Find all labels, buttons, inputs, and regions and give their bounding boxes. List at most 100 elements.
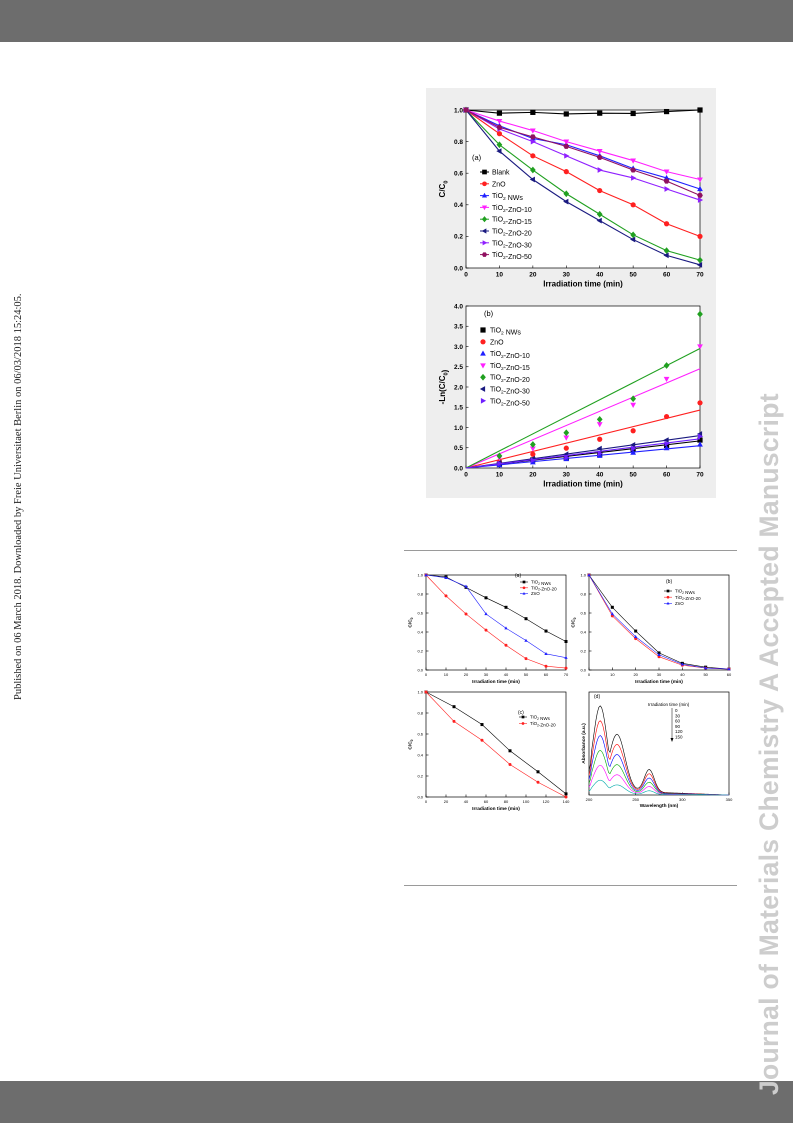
data-point (544, 664, 548, 668)
x-tick-label: 60 (544, 672, 549, 677)
legend-marker (481, 205, 488, 211)
panel-label: (b) (666, 579, 672, 585)
y-tick-label: 2.5 (454, 364, 463, 371)
series-2 (424, 573, 568, 659)
data-point (530, 109, 536, 115)
y-tick-label: 1.5 (454, 405, 463, 412)
fit-line (465, 445, 701, 469)
x-tick-label: 60 (484, 799, 489, 804)
chart-fig-s-a: 0 10 20 30 40 50 60 70 0.0 0.2 0.4 0.6 0.8 1.0 Irradia… (408, 572, 569, 684)
legend-marker (522, 580, 526, 584)
data-point (663, 252, 669, 259)
data-point (564, 792, 568, 796)
series-line (425, 691, 567, 798)
data-point (530, 457, 536, 464)
x-axis-label: Wavelength (nm) (640, 803, 679, 809)
chart-fig-a: 0 10 20 30 40 50 60 70 0.0 0.2 0.4 0.6 0.8 1.0 Irradia… (426, 88, 716, 298)
data-point (697, 437, 703, 443)
chart-fig-s-b: 0 10 20 30 40 50 60 0.0 0.2 0.4 0.6 0.8 1.0 Irradiati… (571, 572, 732, 684)
plot-area (588, 691, 730, 796)
data-point (536, 780, 540, 784)
data-point (680, 662, 684, 666)
y-tick-label: 0.8 (580, 591, 586, 596)
data-point (631, 175, 637, 181)
data-point (657, 651, 661, 655)
chart-fig-b: 0 10 20 30 40 50 60 70 0.0 0.5 1.0 1.5 2.0 2.5 3.0 3.5 4… (426, 296, 716, 498)
legend-label: TiO2-ZnO-20 (531, 585, 557, 591)
data-point (564, 655, 568, 659)
panel-label: (c) (518, 710, 524, 716)
y-tick-label: 0.6 (417, 610, 423, 615)
x-tick-label: 0 (588, 672, 591, 677)
data-point (484, 612, 488, 616)
x-tick-label: 10 (496, 472, 504, 479)
x-tick-label: 120 (543, 799, 550, 804)
x-tick-label: 20 (633, 672, 638, 677)
data-point (464, 584, 468, 588)
x-tick-label: 80 (504, 799, 509, 804)
data-point (524, 638, 528, 642)
fit-line (465, 348, 701, 469)
data-point (564, 152, 570, 159)
panel-label: (a) (515, 573, 521, 579)
legend-label: TiO2-ZnO-30 (490, 386, 530, 395)
data-point (424, 573, 428, 577)
x-tick-label: 50 (630, 272, 638, 279)
x-tick-label: 40 (504, 672, 509, 677)
legend-arrowhead (670, 738, 674, 742)
legend-label: TiO2-ZnO-50 (490, 398, 530, 407)
x-tick-label: 140 (563, 799, 570, 804)
legend-marker (480, 397, 487, 404)
data-point (663, 376, 670, 383)
data-point (597, 187, 603, 194)
data-point (697, 344, 703, 350)
series-3 (463, 107, 703, 183)
series-2 (587, 573, 731, 671)
data-point (564, 666, 568, 670)
legend-label: Blank (492, 169, 510, 176)
legend-marker (480, 363, 486, 369)
data-point (529, 441, 536, 448)
data-point (697, 256, 703, 264)
data-point (697, 433, 704, 440)
data-point (497, 460, 503, 467)
data-point (563, 190, 570, 198)
x-tick-label: 0 (425, 672, 428, 677)
x-tick-label: 70 (564, 672, 569, 677)
series-6 (465, 433, 704, 469)
data-point (496, 124, 503, 130)
x-tick-label: 30 (484, 672, 489, 677)
fit-line (465, 409, 701, 469)
legend-label: TiO2 NWs (490, 327, 521, 336)
data-point (630, 202, 636, 208)
legend-marker (481, 228, 487, 234)
data-point (596, 416, 603, 423)
data-point (587, 573, 591, 577)
data-point (563, 139, 570, 145)
series-line (465, 109, 701, 115)
data-point (630, 167, 637, 173)
x-tick-label: 20 (529, 272, 537, 279)
data-point (496, 141, 503, 149)
data-point (664, 186, 670, 192)
data-point (530, 138, 536, 145)
data-point (697, 192, 703, 198)
legend-marker (480, 373, 486, 381)
y-tick-label: 0.4 (417, 752, 423, 757)
plot-area (425, 691, 567, 798)
data-point (597, 436, 603, 442)
data-point (634, 629, 638, 633)
x-tick-label: 50 (524, 672, 529, 677)
data-point (596, 217, 602, 224)
series-6 (463, 107, 704, 203)
series-line (465, 109, 701, 196)
data-point (697, 197, 704, 203)
x-tick-label: 50 (630, 472, 638, 479)
y-tick-label: 0.0 (454, 265, 463, 272)
chart-fig-s-c: 0 20 40 60 80 100 120 140 0.0 0.2 0.4 0.6 0.8 1.0 Irra… (408, 689, 571, 811)
data-point (697, 441, 703, 447)
data-point (530, 451, 536, 457)
legend-marker (479, 386, 486, 392)
